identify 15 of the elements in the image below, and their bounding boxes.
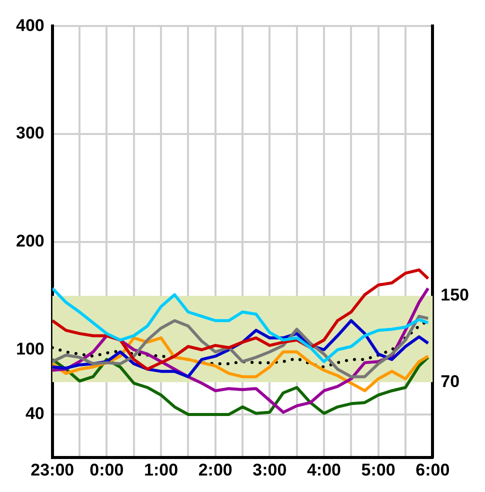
x-tick-label: 23:00	[30, 460, 74, 480]
y-tick-label: 300	[16, 124, 44, 143]
y-tick-label: 40	[25, 404, 44, 424]
x-tick-label: 3:00	[252, 460, 287, 480]
x-tick-label: 0:00	[90, 460, 124, 480]
x-tick-label: 4:00	[306, 460, 342, 480]
y-tick-label: 400	[16, 16, 44, 35]
x-tick-label: 6:00	[416, 460, 450, 480]
y-tick-label: 200	[16, 232, 44, 251]
y2-tick-label: 150	[440, 286, 470, 305]
x-tick-label: 5:00	[361, 460, 396, 480]
x-tick-label: 2:00	[198, 460, 232, 480]
x-tick-label: 1:00	[144, 460, 178, 480]
y2-tick-label: 70	[440, 372, 460, 391]
y-tick-label: 100	[16, 339, 44, 358]
